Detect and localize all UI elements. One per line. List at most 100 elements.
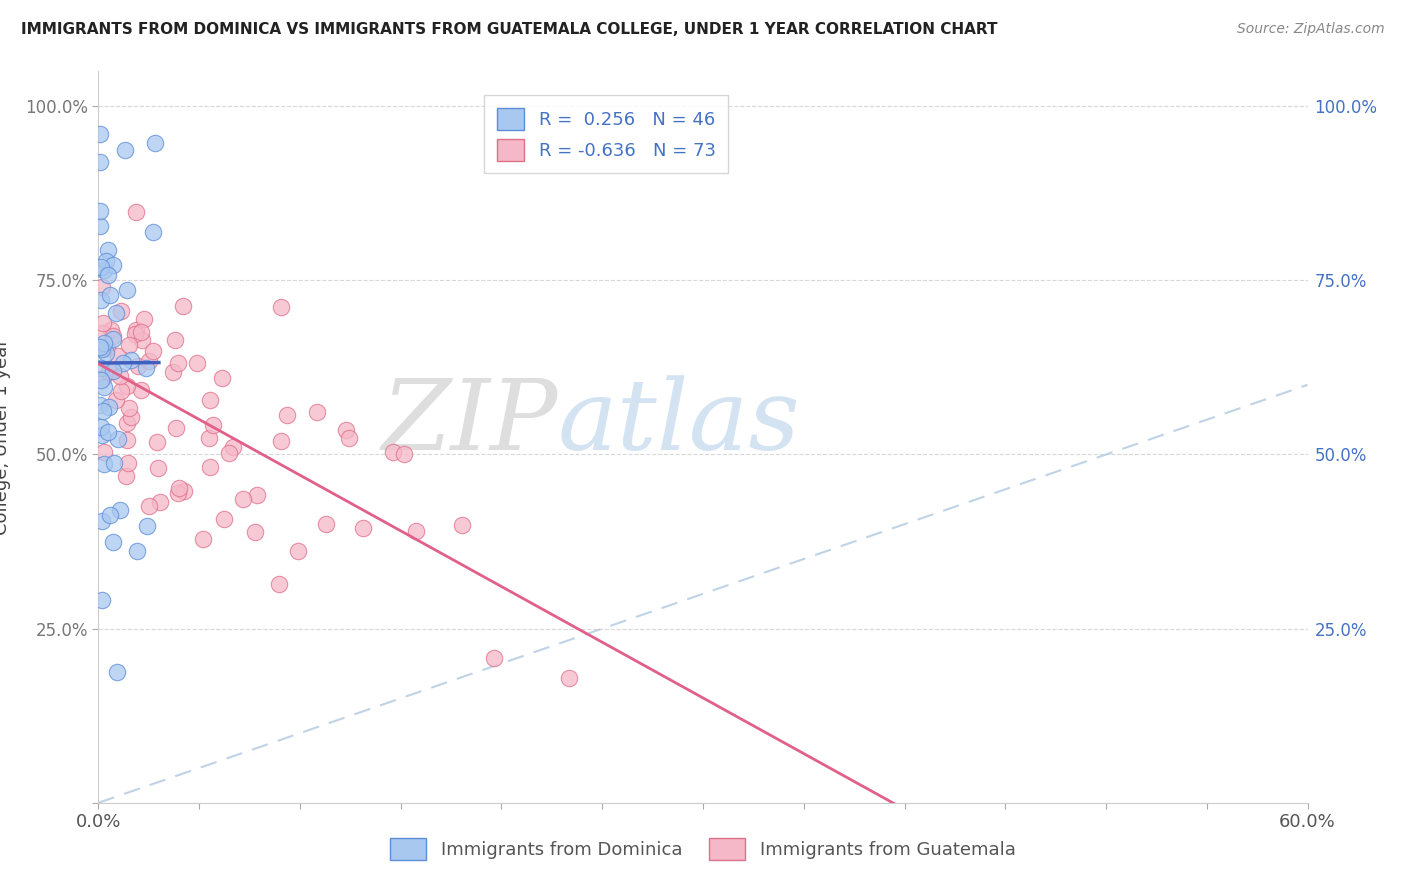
Point — [173, 483, 195, 498]
Point — [118, 401, 141, 416]
Point — [149, 494, 172, 508]
Point — [138, 499, 160, 513]
Point — [93, 458, 115, 472]
Point — [270, 301, 292, 315]
Point — [90, 293, 112, 307]
Point — [129, 325, 152, 339]
Point — [198, 431, 221, 445]
Point — [90, 342, 112, 356]
Point — [186, 356, 208, 370]
Point — [100, 323, 122, 337]
Point — [146, 434, 169, 449]
Point — [107, 349, 129, 363]
Point — [89, 398, 111, 412]
Point — [232, 491, 254, 506]
Point — [135, 361, 157, 376]
Point — [114, 143, 136, 157]
Point — [270, 434, 292, 449]
Point — [91, 317, 114, 331]
Point — [202, 418, 225, 433]
Point — [94, 346, 117, 360]
Point — [212, 512, 235, 526]
Text: IMMIGRANTS FROM DOMINICA VS IMMIGRANTS FROM GUATEMALA COLLEGE, UNDER 1 YEAR CORR: IMMIGRANTS FROM DOMINICA VS IMMIGRANTS F… — [21, 22, 998, 37]
Point — [163, 333, 186, 347]
Point — [129, 383, 152, 397]
Point — [222, 440, 245, 454]
Point — [136, 519, 159, 533]
Point — [89, 203, 111, 218]
Point — [162, 365, 184, 379]
Point — [107, 432, 129, 446]
Point — [91, 326, 114, 340]
Point — [337, 431, 360, 445]
Point — [97, 425, 120, 439]
Point — [91, 593, 114, 607]
Point — [101, 332, 124, 346]
Point — [115, 469, 138, 483]
Point — [352, 521, 374, 535]
Point — [90, 260, 112, 274]
Point — [93, 379, 115, 393]
Point — [97, 364, 120, 378]
Point — [90, 361, 112, 376]
Point — [110, 304, 132, 318]
Point — [120, 353, 142, 368]
Point — [120, 409, 142, 424]
Point — [115, 416, 138, 430]
Point — [142, 344, 165, 359]
Point — [117, 457, 139, 471]
Point — [115, 283, 138, 297]
Point — [169, 481, 191, 495]
Point — [91, 515, 114, 529]
Point — [166, 486, 188, 500]
Point — [124, 204, 146, 219]
Text: atlas: atlas — [558, 375, 800, 470]
Text: ZIP: ZIP — [381, 375, 558, 470]
Point — [381, 445, 404, 459]
Point — [132, 311, 155, 326]
Point — [101, 329, 124, 343]
Point — [115, 378, 138, 392]
Point — [142, 225, 165, 239]
Point — [93, 445, 115, 459]
Point — [198, 460, 221, 475]
Point — [276, 408, 298, 422]
Point — [94, 253, 117, 268]
Point — [127, 359, 149, 374]
Point — [89, 373, 111, 387]
Point — [218, 446, 240, 460]
Point — [103, 534, 125, 549]
Point — [167, 356, 190, 370]
Point — [172, 300, 194, 314]
Point — [267, 577, 290, 591]
Point — [91, 280, 114, 294]
Point — [98, 508, 121, 522]
Point — [143, 136, 166, 150]
Point — [191, 532, 214, 546]
Point — [165, 421, 187, 435]
Point — [89, 155, 111, 169]
Point — [104, 306, 127, 320]
Point — [131, 334, 153, 348]
Point — [108, 502, 131, 516]
Point — [335, 423, 357, 437]
Point — [101, 258, 124, 272]
Point — [112, 356, 135, 370]
Legend: Immigrants from Dominica, Immigrants from Guatemala: Immigrants from Dominica, Immigrants fro… — [382, 830, 1024, 867]
Point — [315, 517, 337, 532]
Point — [90, 420, 112, 434]
Point — [90, 427, 112, 442]
Point — [287, 544, 309, 558]
Point — [93, 335, 115, 350]
Point — [127, 544, 149, 558]
Point — [96, 341, 118, 355]
Point — [482, 651, 505, 665]
Point — [91, 404, 114, 418]
Point — [198, 393, 221, 408]
Point — [125, 323, 148, 337]
Point — [118, 337, 141, 351]
Point — [138, 353, 160, 368]
Point — [148, 461, 170, 475]
Point — [104, 393, 127, 408]
Point — [394, 446, 416, 460]
